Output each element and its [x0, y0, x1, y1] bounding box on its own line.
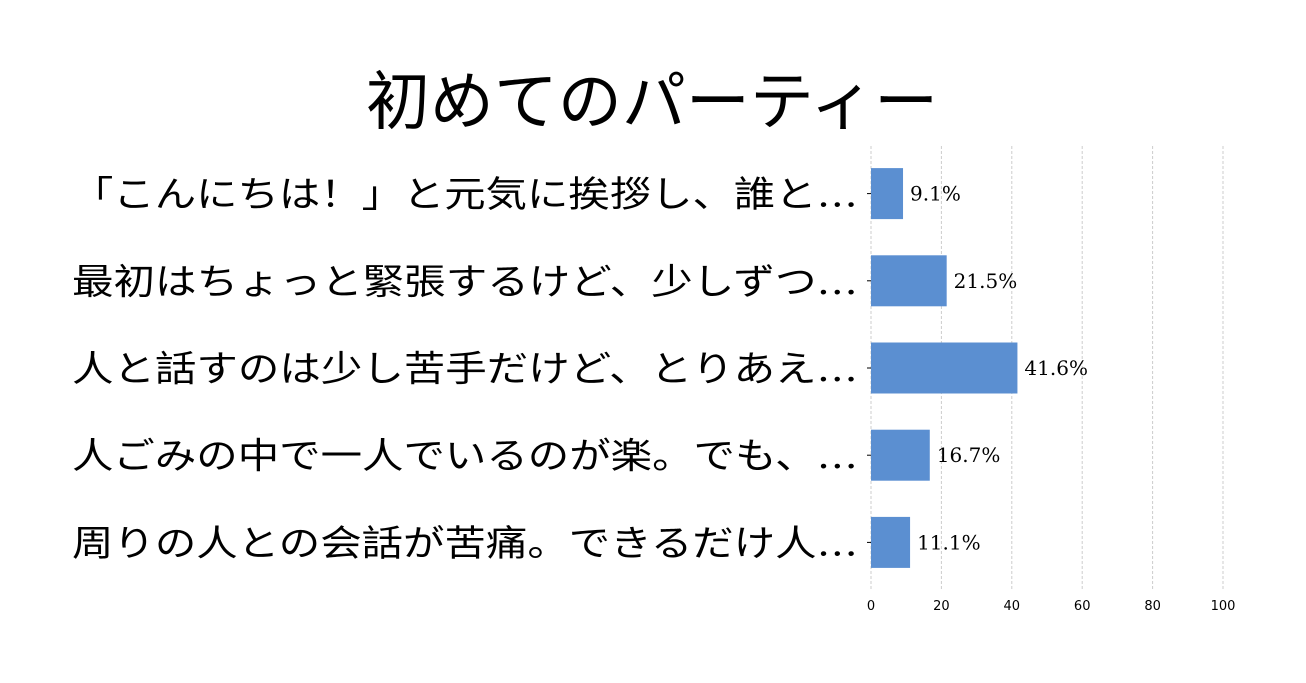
- bar: [871, 255, 947, 307]
- x-tick-label: 80: [1144, 599, 1161, 614]
- data-label: 11.1%: [917, 530, 981, 554]
- data-labels: 9.1% 21.5% 41.6% 16.7% 11.1%: [910, 182, 1088, 555]
- category-label: 最初はちょっと緊張するけど、少しずつ…: [72, 262, 858, 303]
- data-label: 41.6%: [1024, 356, 1088, 380]
- category-label: 人と話すのは少し苦手だけど、とりあえ…: [72, 349, 858, 390]
- data-label: 21.5%: [954, 269, 1018, 293]
- bar: [871, 429, 930, 481]
- x-axis-ticks: 0 20 40 60 80 100: [867, 193, 1236, 614]
- bars: [871, 168, 1018, 568]
- category-label: 人ごみの中で一人でいるのが楽。でも、…: [72, 436, 858, 477]
- chart-title: 初めてのパーティー: [366, 66, 938, 140]
- category-label: 「こんにちは！」と元気に挨拶し、誰と…: [72, 175, 858, 216]
- x-tick-label: 100: [1211, 599, 1236, 614]
- x-tick-label: 40: [1004, 599, 1021, 614]
- x-tick-label: 60: [1074, 599, 1091, 614]
- bar: [871, 168, 904, 220]
- x-tick-label: 20: [933, 599, 950, 614]
- bar: [871, 342, 1018, 394]
- data-label: 16.7%: [937, 443, 1001, 467]
- category-label: 周りの人との会話が苦痛。できるだけ人…: [72, 523, 858, 564]
- bar: [871, 516, 911, 568]
- category-labels: 「こんにちは！」と元気に挨拶し、誰と… 最初はちょっと緊張するけど、少しずつ… 人と…: [72, 175, 858, 565]
- data-label: 9.1%: [910, 182, 961, 206]
- x-tick-label: 0: [867, 599, 875, 614]
